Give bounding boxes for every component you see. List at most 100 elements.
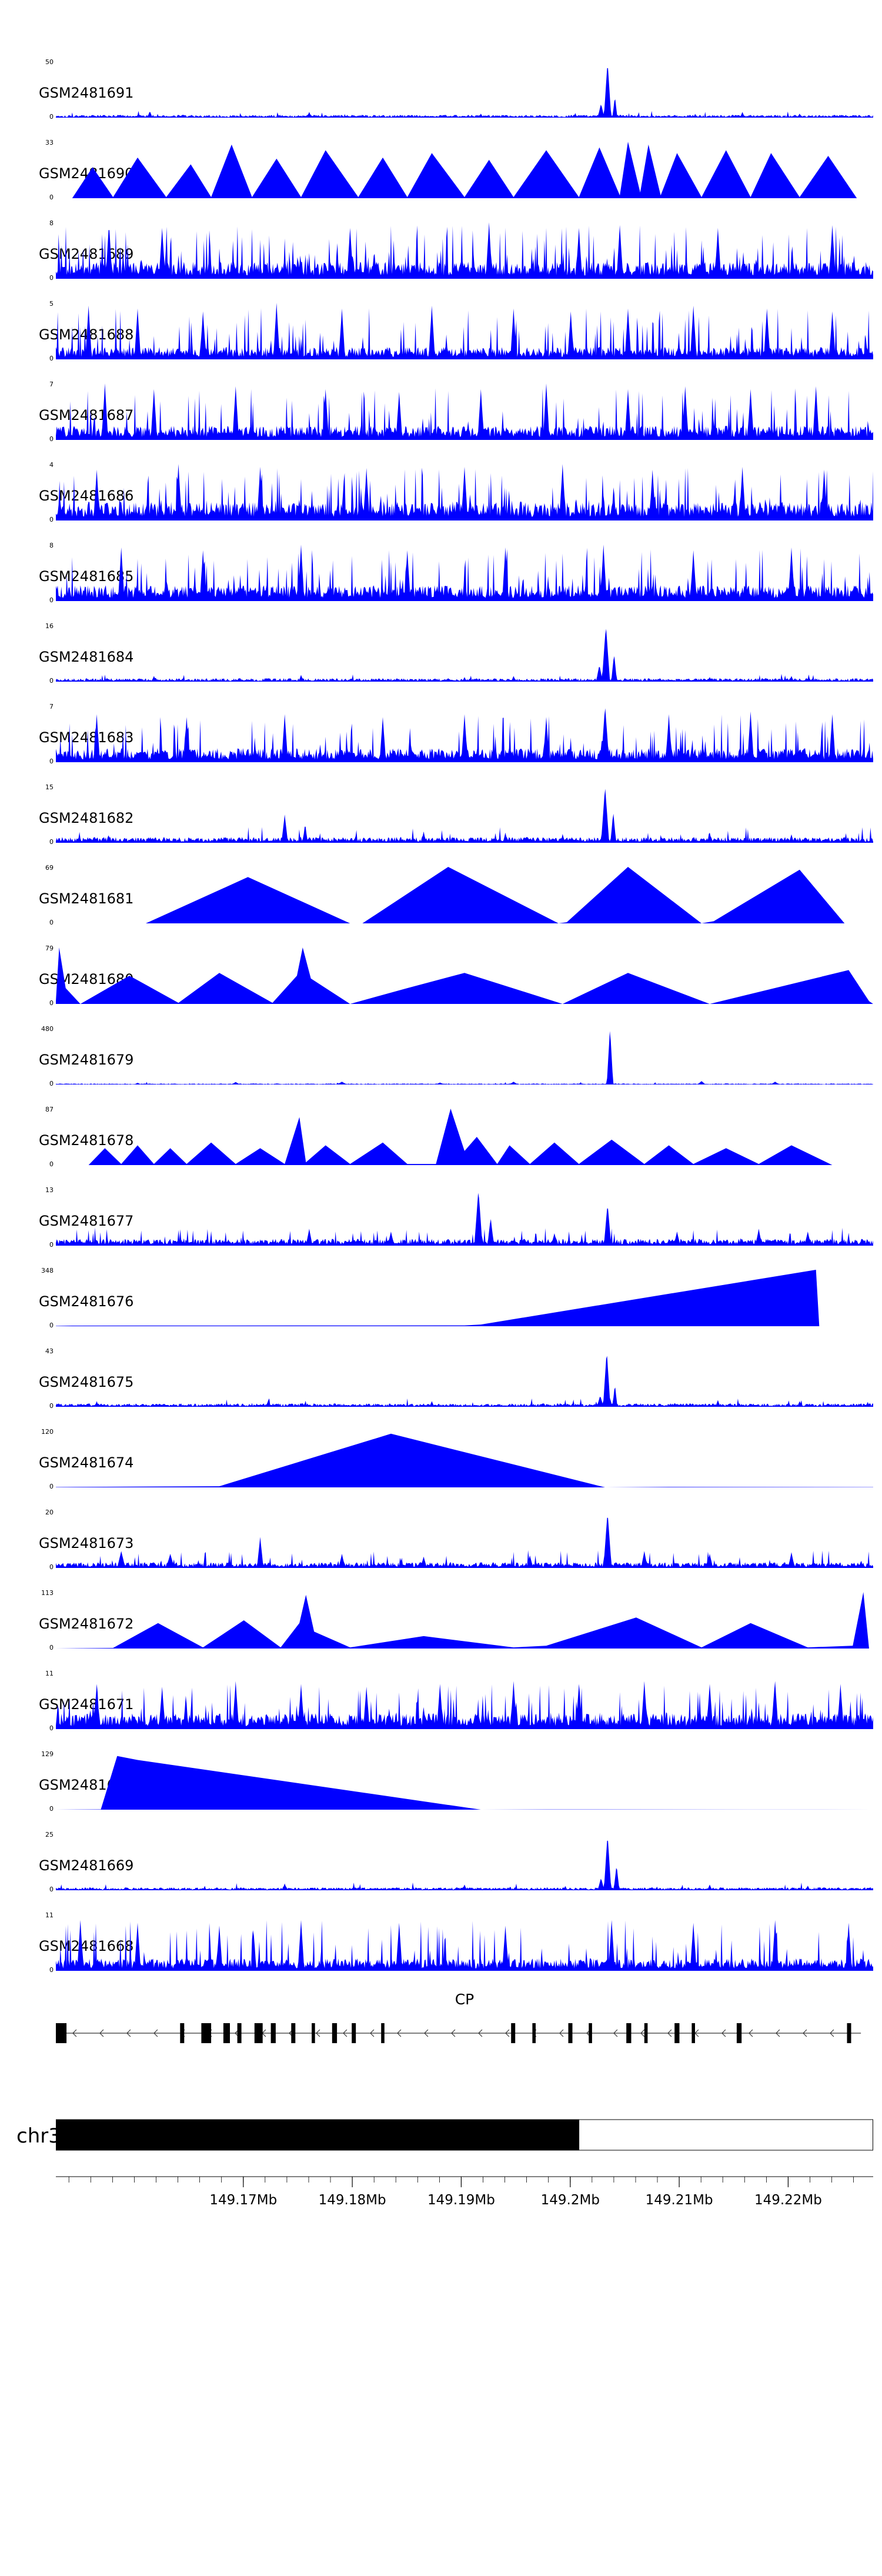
signal-track-row: GSM2481690 33 0 [0, 137, 882, 218]
track-sample-label: GSM2481674 [39, 1454, 134, 1471]
axis-tick-label: 149.18Mb [319, 2193, 386, 2208]
axis-tick-label: 149.17Mb [209, 2193, 277, 2208]
track-sample-label: GSM2481679 [39, 1052, 134, 1068]
track-sample-label: GSM2481671 [39, 1696, 134, 1713]
signal-track-row: GSM2481669 25 0 [0, 1829, 882, 1910]
signal-area-plot [56, 464, 873, 520]
signal-track-row: GSM2481671 11 0 [0, 1668, 882, 1749]
track-plot-area: 13 0 [45, 1187, 873, 1248]
signal-path [56, 545, 873, 601]
y-axis-max-label: 69 [45, 864, 54, 872]
exon-block [56, 2023, 67, 2043]
chromosome-label: chr3 [16, 2124, 61, 2148]
strand-arrow-left-icon [343, 2029, 348, 2037]
y-axis-max-label: 79 [45, 945, 54, 952]
signal-track-row: GSM2481672 113 0 [0, 1587, 882, 1668]
signal-area-plot [56, 1756, 873, 1810]
y-axis-max-label: 129 [41, 1750, 54, 1758]
exon-block [511, 2023, 516, 2043]
track-plot-area: 33 0 [45, 139, 873, 201]
track-sample-label: GSM2481677 [39, 1213, 134, 1229]
y-axis-zero-label: 0 [49, 1563, 54, 1571]
track-plot-area: 8 0 [49, 220, 873, 281]
track-plot-area: 11 0 [45, 1670, 873, 1731]
signal-area-plot [56, 1193, 873, 1246]
strand-arrow-left-icon [505, 2029, 510, 2037]
track-plot-area: 7 0 [49, 381, 873, 442]
y-axis-zero-label: 0 [49, 838, 54, 846]
y-axis-zero-label: 0 [49, 999, 54, 1007]
signal-track-row: GSM2481678 87 0 [0, 1104, 882, 1184]
signal-area-plot [56, 1840, 873, 1890]
y-axis-zero-label: 0 [49, 1886, 54, 1893]
y-axis-max-label: 11 [45, 1670, 54, 1677]
y-axis-max-label: 13 [45, 1186, 54, 1194]
track-plot-area: 43 0 [45, 1348, 873, 1409]
genomic-coordinate-axis: 149.17Mb 149.18Mb 149.19Mb 149.2Mb 149.21Mb 1… [56, 2176, 873, 2208]
track-sample-label: GSM2481691 [39, 85, 134, 101]
y-axis-zero-label: 0 [49, 193, 54, 201]
y-axis-zero-label: 0 [49, 1805, 54, 1813]
y-axis-max-label: 4 [49, 461, 54, 469]
signal-track-row: GSM2481675 43 0 [0, 1346, 882, 1426]
track-sample-label: GSM2481687 [39, 407, 134, 423]
exon-block [332, 2023, 338, 2043]
track-plot-area: 113 0 [41, 1590, 873, 1651]
signal-area-plot [56, 1433, 873, 1487]
exon-block [674, 2023, 680, 2043]
track-sample-label: GSM2481668 [39, 1938, 134, 1954]
track-plot-area: 15 0 [45, 784, 873, 845]
signal-path [56, 142, 873, 198]
y-axis-max-label: 480 [41, 1025, 54, 1033]
y-axis-zero-label: 0 [49, 274, 54, 282]
strand-arrow-left-icon [424, 2029, 429, 2037]
strand-arrow-left-icon [451, 2029, 456, 2037]
exon-block [270, 2023, 276, 2043]
signal-path [56, 1433, 873, 1487]
signal-track-row: GSM2481673 20 0 [0, 1507, 882, 1587]
track-sample-label: GSM2481689 [39, 246, 134, 262]
exon-block [847, 2023, 851, 2043]
y-axis-zero-label: 0 [49, 596, 54, 604]
strand-arrow-left-icon [153, 2029, 158, 2037]
track-plot-area: 87 0 [45, 1106, 873, 1167]
axis-tick-label: 149.22Mb [754, 2193, 822, 2208]
signal-track-row: GSM2481685 8 0 [0, 540, 882, 620]
y-axis-max-label: 50 [45, 58, 54, 66]
gene-track: CP [56, 1991, 873, 2056]
y-axis-zero-label: 0 [49, 1483, 54, 1490]
signal-path [56, 1356, 873, 1407]
signal-path [56, 464, 873, 520]
signal-path [56, 1109, 873, 1165]
y-axis-max-label: 348 [41, 1267, 54, 1274]
exon-block [291, 2023, 296, 2043]
track-sample-label: GSM2481684 [39, 649, 134, 665]
y-axis-max-label: 120 [41, 1428, 54, 1436]
y-axis-max-label: 87 [45, 1106, 54, 1113]
strand-arrow-left-icon [559, 2029, 564, 2037]
signal-area-plot [56, 1920, 873, 1971]
exon-block [312, 2023, 315, 2043]
track-plot-area: 120 0 [41, 1429, 873, 1490]
y-axis-max-label: 113 [41, 1589, 54, 1597]
axis-tick-label: 149.21Mb [646, 2193, 713, 2208]
signal-area-plot [56, 303, 873, 359]
y-axis-zero-label: 0 [49, 355, 54, 362]
track-plot-area: 5 0 [49, 301, 873, 362]
strand-arrow-left-icon [397, 2029, 402, 2037]
exon-block [201, 2023, 212, 2043]
track-sample-label: GSM2481681 [39, 890, 134, 907]
signal-track-row: GSM2481689 8 0 [0, 218, 882, 298]
signal-path [56, 1270, 873, 1326]
signal-track-row: GSM2481682 15 0 [0, 782, 882, 862]
exon-block [736, 2023, 742, 2043]
track-plot-area: 348 0 [41, 1267, 873, 1329]
signal-track-row: GSM2481668 11 0 [0, 1910, 882, 1990]
strand-arrow-left-icon [640, 2029, 645, 2037]
y-axis-zero-label: 0 [49, 435, 54, 443]
y-axis-max-label: 43 [45, 1347, 54, 1355]
exon-block [223, 2023, 230, 2043]
track-plot-area: 79 0 [45, 945, 873, 1006]
gene-model [56, 2023, 861, 2043]
y-axis-max-label: 16 [45, 622, 54, 630]
